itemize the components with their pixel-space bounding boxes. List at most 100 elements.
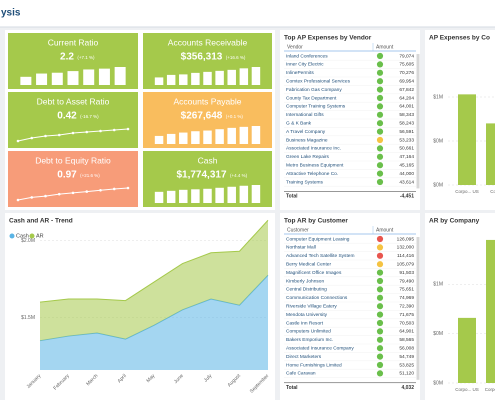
area-line [39,274,269,342]
area-fill [40,275,268,370]
ar-table-panel [280,213,420,400]
sparkline-bar [251,185,261,203]
kpi-value: $1,774,317 [176,170,226,181]
y-tick-label: $1M [433,282,443,288]
status-icon [376,178,384,186]
row-name: Central Distributing [286,287,327,293]
legend-swatch [9,233,15,239]
kpi-value: $356,313 [181,52,223,63]
sparkline-bar [215,70,224,85]
x-tick-label: Corpo... US [455,387,479,392]
row-amount: 58,243 [399,120,414,126]
y-tick-label: $0M [433,331,443,337]
sparkline-bar [166,74,176,85]
row-amount: 54,749 [399,354,414,360]
sparkline-bar [179,132,188,144]
row-name: InlinePermits [286,70,314,76]
sparkline-bar [227,69,236,85]
area-line [39,219,269,303]
row-amount: 47,164 [399,154,414,160]
row-name: Computers Unlimited [286,329,331,335]
chart-title: Cash and AR - Trend [9,218,73,225]
column-header: Customer [287,227,309,233]
status-icon [376,128,384,135]
sparkline-point [85,190,89,193]
row-amount: 64,001 [399,104,414,110]
row-name: Business Magazine [286,137,328,143]
status-icon [376,78,384,85]
total-label: Total [286,194,298,200]
sparkline-bar [227,127,236,144]
status-icon [376,145,384,152]
sparkline-bar [227,186,236,203]
legend-label: Cash [16,233,29,239]
row-name: G & K Bank [286,120,312,126]
kpi-title: Accounts Payable [173,96,241,106]
column-header: Vendor [287,44,303,50]
row-amount: 114,416 [397,253,414,259]
bar [458,94,476,185]
sparkline-point [85,130,89,134]
row-amount: 75,651 [399,287,414,293]
row-amount: 44,000 [399,171,414,177]
sparkline-point [112,187,116,191]
row-name: Associated Insurance Inc. [286,146,341,152]
status-icon [376,235,384,243]
sparkline-bar [203,71,212,85]
scrollbar [416,54,420,189]
sparkline-bar [215,187,224,203]
row-amount: 64,901 [399,329,414,335]
row-amount: 56,591 [399,129,414,135]
row-amount: 79,074 [399,53,414,59]
status-icon [376,294,384,301]
kpi-change: (+4.4 %) [230,173,248,178]
sparkline-bar [166,133,176,144]
row-amount: 51,120 [399,371,414,377]
status-icon [376,370,384,377]
row-amount: 64,204 [399,95,414,101]
kpi-change: (+7.1 %) [77,55,95,60]
row-amount: 69,954 [399,78,414,84]
sparkline-point [126,186,130,190]
row-name: Computer Training Systems [286,104,346,110]
sparkline-bar [215,129,224,144]
row-amount: 56,008 [399,345,414,351]
sparkline-point [30,196,34,199]
row-amount: 53,233 [399,137,414,143]
kpi-title: Current Ratio [48,37,99,47]
bar [486,239,495,383]
row-amount: 132,000 [397,245,415,251]
sparkline-bar [203,130,212,144]
sparkline-point [16,198,20,202]
row-name: Bakers Emporium Inc. [286,337,333,343]
sparkline-bar [179,189,188,203]
row-name: Magnificent Office Images [286,270,342,276]
bar [486,123,495,185]
row-amount: 105,079 [397,261,415,267]
row-name: Castle Inn Resort [286,320,324,326]
sparkline-point [57,133,61,137]
x-tick-label: July [203,373,214,384]
row-name: Cafe Caravan [286,371,316,377]
table-title: Top AP Expenses by Vendor [284,35,372,42]
sparkline-bar [154,191,164,203]
total-label: Total [286,385,298,391]
sparkline-point [99,188,102,192]
x-tick-label: Corpo... C [485,387,495,392]
row-name: Inner City Electric [286,62,324,68]
table-title: Top AR by Customer [284,218,348,225]
sparkline-bar [239,126,249,144]
status-icon [376,252,384,259]
status-icon [376,244,384,251]
status-icon [376,328,384,335]
x-tick-label: Corpo... US [455,189,479,194]
status-icon [376,86,384,93]
sparkline-bar [166,190,176,203]
sparkline-bar [191,189,200,203]
status-icon [376,345,384,352]
page-title: ysis [1,8,21,19]
bar [458,317,476,383]
sparkline-bar [239,68,249,85]
status-icon [376,361,384,369]
y-tick-label: $1.5M [21,315,35,321]
